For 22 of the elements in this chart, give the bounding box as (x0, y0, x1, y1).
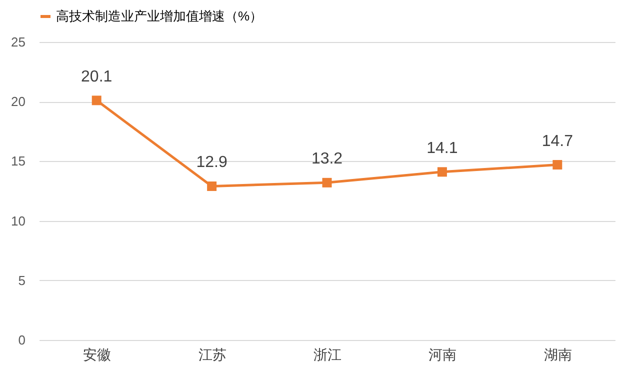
legend-label: 高技术制造业产业增加值增速（%） (56, 8, 263, 24)
x-tick-label: 湖南 (544, 346, 572, 362)
point (92, 96, 102, 106)
y-tick-label: 20 (11, 94, 26, 110)
point (552, 160, 562, 170)
data-label: 12.9 (196, 154, 228, 172)
y-tick-label: 15 (11, 154, 26, 169)
x-tick-label: 河南 (428, 346, 457, 362)
data-label: 20.1 (81, 68, 112, 86)
data-label: 14.1 (426, 140, 458, 157)
data-label: 13.2 (311, 150, 343, 168)
data-label: 14.7 (542, 132, 574, 150)
y-tick-label: 5 (18, 272, 26, 288)
y-tick-label: 10 (11, 213, 26, 228)
y-tick-label: 25 (11, 34, 26, 50)
point (437, 167, 447, 177)
point (322, 178, 332, 188)
x-tick-label: 安徽 (83, 346, 112, 362)
point (207, 181, 217, 191)
x-tick-label: 浙江 (314, 346, 342, 362)
x-tick-label: 江苏 (198, 346, 226, 362)
y-tick-label: 0 (18, 332, 26, 348)
